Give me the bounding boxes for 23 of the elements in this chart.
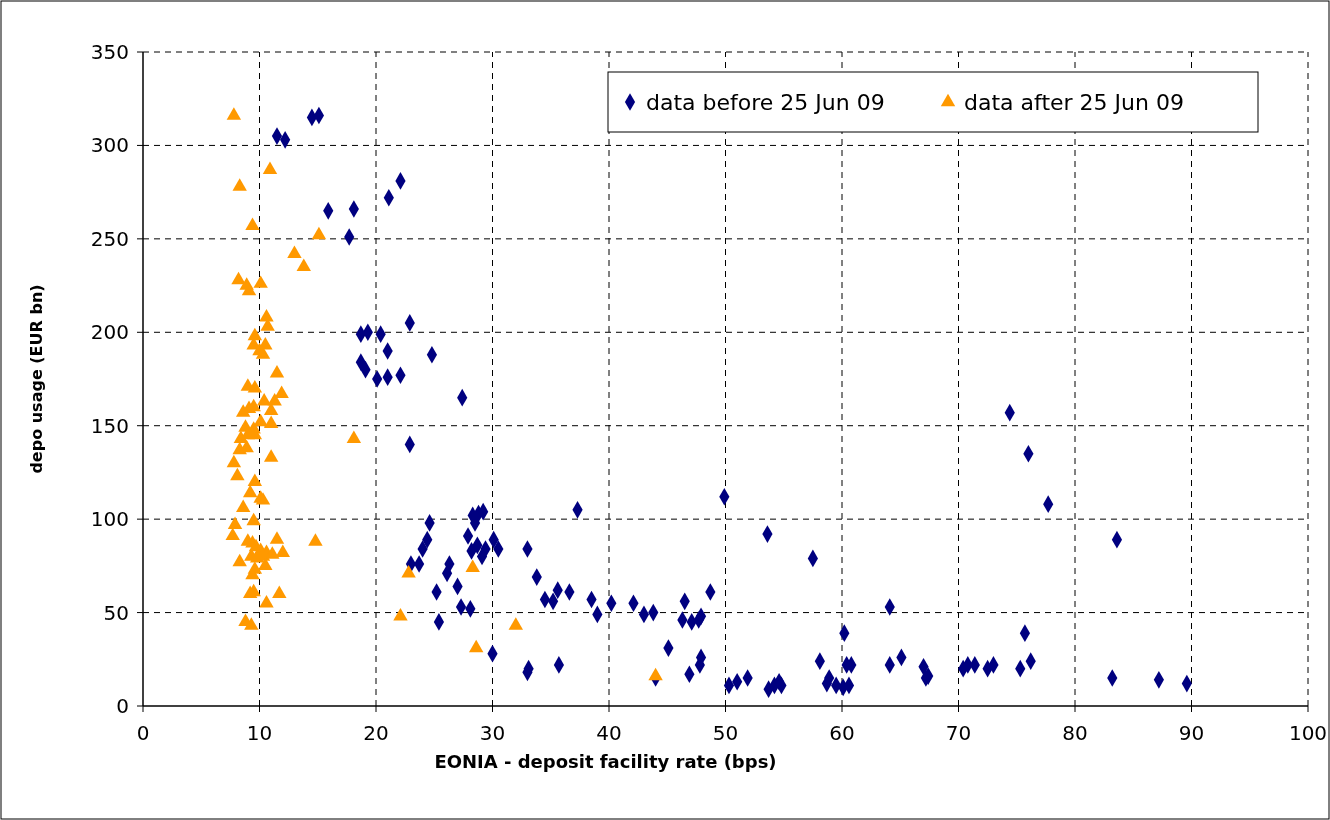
x-axis-title: EONIA - deposit facility rate (bps) <box>434 751 777 772</box>
x-tick-label: 90 <box>1178 721 1205 745</box>
x-tick-label: 70 <box>945 721 972 745</box>
y-axis-title: depo usage (EUR bn) <box>27 284 46 474</box>
y-tick-label: 350 <box>90 40 129 64</box>
y-tick-label: 150 <box>90 413 129 438</box>
x-tick-label: 0 <box>136 721 150 745</box>
x-tick-label: 30 <box>479 721 506 745</box>
y-tick-label: 100 <box>90 507 129 532</box>
legend-label: data after 25 Jun 09 <box>964 89 1184 115</box>
x-tick-label: 100 <box>1288 721 1328 745</box>
x-tick-label: 60 <box>829 721 855 745</box>
x-tick-label: 80 <box>1062 721 1088 745</box>
x-tick-label: 20 <box>363 721 389 745</box>
y-tick-label: 250 <box>90 226 129 251</box>
x-tick-label: 10 <box>246 721 273 745</box>
y-tick-label: 300 <box>90 133 129 158</box>
y-tick-label: 0 <box>116 694 129 718</box>
y-tick-label: 200 <box>90 320 129 345</box>
y-tick-label: 50 <box>103 600 129 625</box>
x-tick-label: 50 <box>712 721 739 745</box>
legend-label: data before 25 Jun 09 <box>646 89 885 115</box>
x-tick-label: 40 <box>596 721 622 745</box>
